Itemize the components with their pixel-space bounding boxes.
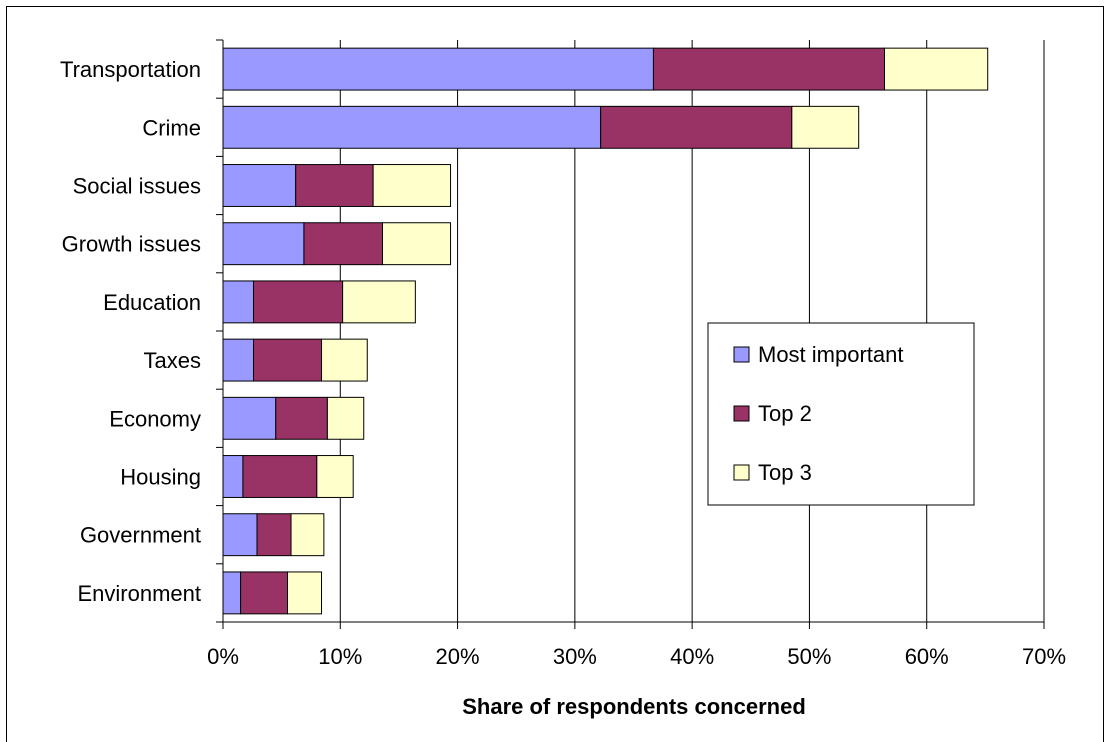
bar-segment — [290, 513, 325, 557]
bar-segment — [222, 455, 244, 498]
bar-segment — [883, 47, 989, 91]
legend-swatch — [733, 346, 750, 363]
x-tick-label: 70% — [1022, 644, 1066, 669]
bar-segment — [222, 222, 305, 266]
bar-segment — [222, 396, 277, 440]
x-tick-label: 50% — [787, 644, 831, 669]
category-label: Education — [103, 290, 201, 315]
x-tick-label: 40% — [670, 644, 714, 669]
bar-segment — [222, 513, 258, 557]
axes — [216, 39, 1045, 629]
bar-segment — [303, 222, 384, 266]
bar-segment — [242, 455, 318, 498]
category-labels: Transportation Crime Social issues Growth i… — [60, 57, 201, 606]
legend-label: Most important — [758, 342, 904, 367]
bar-segment — [600, 105, 793, 149]
bar-segment — [321, 338, 368, 382]
bar-segment — [652, 47, 885, 91]
bar-segment — [295, 164, 374, 207]
x-tick-label: 10% — [318, 644, 362, 669]
x-tick-label: 60% — [905, 644, 949, 669]
bar-segment — [342, 280, 416, 324]
bar-segment — [326, 396, 365, 440]
legend: Most important Top 2 Top 3 — [707, 322, 975, 506]
bar-segment — [791, 105, 860, 149]
category-label: Transportation — [60, 57, 201, 82]
legend-box — [707, 322, 975, 506]
legend-swatch — [733, 405, 750, 422]
category-label: Economy — [109, 406, 201, 431]
category-label: Government — [80, 523, 201, 548]
bar-segment — [316, 455, 354, 498]
category-label: Crime — [142, 115, 201, 140]
legend-label: Top 2 — [758, 401, 812, 426]
bar-segment — [222, 571, 242, 615]
bar-segment — [256, 513, 292, 557]
legend-label: Top 3 — [758, 460, 812, 485]
bar-segment — [240, 571, 289, 615]
bar-segment — [222, 105, 602, 149]
bar-segment — [372, 164, 452, 207]
category-label: Environment — [77, 581, 201, 606]
x-tick-labels: 0% 10% 20% 30% 40% 50% 60% 70% — [207, 644, 1066, 669]
x-tick-label: 20% — [436, 644, 480, 669]
bar-segment — [252, 338, 323, 382]
bar-segment — [222, 280, 254, 324]
bar-segment — [275, 396, 328, 440]
bar-segment — [222, 164, 297, 207]
bar-segment — [252, 280, 344, 324]
category-label: Growth issues — [62, 232, 201, 257]
bar-segment — [222, 338, 254, 382]
category-label: Social issues — [73, 174, 201, 199]
x-tick-label: 30% — [553, 644, 597, 669]
bar-segment — [222, 47, 654, 91]
x-tick-label: 0% — [207, 644, 239, 669]
bars — [222, 47, 989, 615]
bar-segment — [287, 571, 323, 615]
bar-segment — [382, 222, 452, 266]
x-axis-title: Share of respondents concerned — [462, 694, 806, 719]
category-label: Taxes — [144, 348, 201, 373]
category-label: Housing — [120, 465, 201, 490]
legend-swatch — [733, 464, 750, 481]
